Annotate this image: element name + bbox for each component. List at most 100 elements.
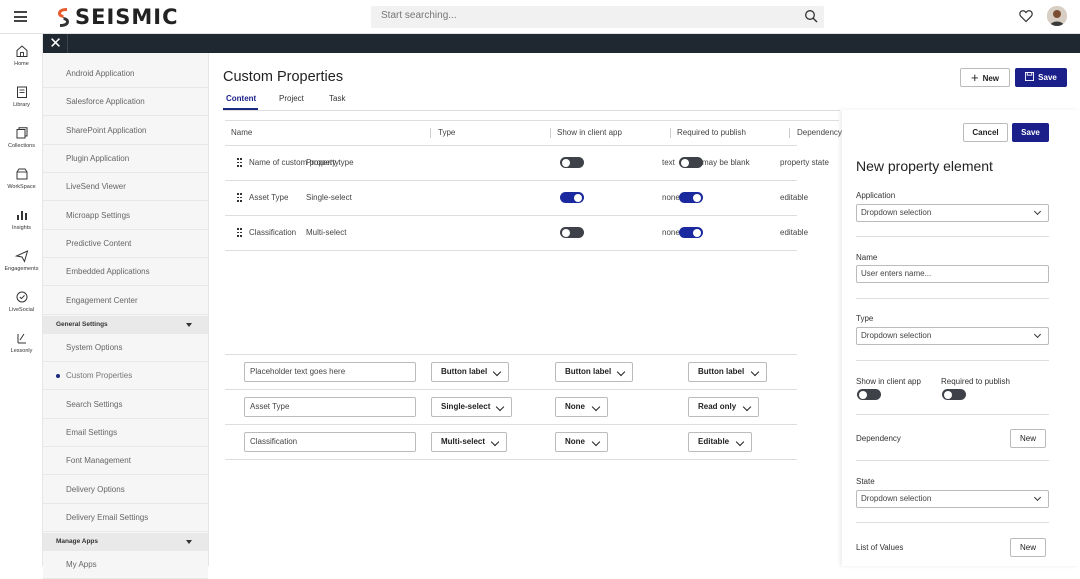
show-in-client-toggle[interactable] — [560, 157, 584, 168]
type-dropdown[interactable]: Button label — [431, 362, 509, 382]
rail-item-livesocial[interactable]: LiveSocial — [0, 290, 43, 313]
manage-apps-header[interactable]: Manage Apps — [43, 533, 208, 551]
dependency-dropdown[interactable]: Button label — [688, 362, 767, 382]
new-property-button[interactable]: + New — [960, 68, 1010, 87]
settings-nav-item[interactable]: Email Settings — [43, 419, 208, 447]
new-button-label: New — [982, 74, 1000, 83]
rail-label: Home — [14, 61, 29, 67]
toggle-knob — [693, 228, 701, 237]
show-in-client-toggle[interactable] — [560, 192, 584, 203]
settings-nav-item-custom-properties[interactable]: Custom Properties — [43, 362, 208, 390]
show-dropdown[interactable]: Button label — [555, 362, 633, 382]
panel-divider — [856, 414, 1049, 415]
settings-nav-item[interactable]: Plugin Application — [43, 145, 208, 173]
chevron-down-icon — [591, 437, 601, 447]
chevron-down-icon — [735, 437, 745, 447]
settings-nav-item[interactable]: Delivery Options — [43, 476, 208, 504]
rail-label: Engagements — [4, 266, 39, 272]
rail-item-home[interactable]: Home — [0, 44, 43, 67]
panel-save-button[interactable]: Save — [1012, 123, 1049, 142]
type-dropdown[interactable]: Multi-select — [431, 432, 507, 452]
user-avatar[interactable] — [1047, 6, 1067, 26]
settings-nav-item[interactable]: Delivery Email Settings — [43, 504, 208, 532]
name-input[interactable]: User enters name... — [856, 265, 1049, 283]
drag-handle-icon[interactable] — [237, 228, 242, 237]
settings-nav-item[interactable]: LiveSend Viewer — [43, 173, 208, 201]
rail-item-collections[interactable]: Collections — [0, 126, 43, 149]
state-select[interactable]: Dropdown selection — [856, 490, 1049, 508]
page-title: Custom Properties — [223, 69, 344, 85]
column-divider — [430, 128, 431, 138]
type-dropdown[interactable]: Single-select — [431, 397, 512, 417]
panel-show-toggle[interactable] — [857, 389, 881, 400]
panel-divider — [856, 460, 1049, 461]
panel-required-toggle[interactable] — [942, 389, 966, 400]
hamburger-menu-icon[interactable] — [14, 11, 27, 22]
edit-grid-line — [225, 354, 797, 355]
select-value: Dropdown selection — [861, 331, 932, 340]
chevron-down-icon — [492, 367, 502, 377]
rail-label: Lessonly — [10, 348, 33, 354]
general-settings-header[interactable]: General Settings — [43, 316, 208, 334]
tab-content[interactable]: Content — [226, 94, 257, 103]
drag-handle-icon[interactable] — [237, 193, 242, 202]
list-of-values-label: List of Values — [856, 543, 904, 552]
settings-nav-item[interactable]: Microapp Settings — [43, 202, 208, 230]
rail-item-engagements[interactable]: Engagements — [0, 249, 43, 272]
tab-task[interactable]: Task — [329, 94, 346, 103]
rail-item-lessonly[interactable]: Lessonly — [0, 331, 43, 354]
settings-nav-item[interactable]: Android Application — [43, 60, 208, 88]
property-name-input[interactable]: Placeholder text goes here — [244, 362, 416, 382]
chevron-down-icon — [490, 437, 500, 447]
edit-grid-line — [225, 424, 797, 425]
cancel-button[interactable]: Cancel — [963, 123, 1008, 142]
panel-divider — [856, 236, 1049, 237]
settings-nav-item[interactable]: SharePoint Application — [43, 117, 208, 145]
search-icon[interactable] — [804, 9, 818, 23]
rail-label: Collections — [8, 143, 35, 149]
global-search-bar[interactable]: Start searching... — [371, 6, 824, 28]
edit-grid-line — [225, 389, 797, 390]
section-header-label: Manage Apps — [56, 538, 99, 545]
settings-nav-item[interactable]: My Apps — [43, 551, 208, 579]
settings-nav-item[interactable]: Embedded Applications — [43, 258, 208, 286]
list-of-values-new-button[interactable]: New — [1010, 538, 1046, 557]
settings-nav-item[interactable]: Engagement Center — [43, 287, 208, 315]
rail-item-insights[interactable]: Insights — [0, 208, 43, 231]
settings-header-strip — [43, 34, 1080, 53]
required-toggle[interactable] — [679, 227, 703, 238]
dropdown-value: Multi-select — [441, 437, 486, 446]
save-button[interactable]: Save — [1015, 68, 1067, 87]
type-select[interactable]: Dropdown selection — [856, 327, 1049, 345]
settings-nav-item[interactable]: Predictive Content — [43, 230, 208, 258]
dependency-dropdown[interactable]: Read only — [688, 397, 759, 417]
settings-nav-item[interactable]: Salesforce Application — [43, 88, 208, 116]
rail-label: LiveSocial — [8, 307, 35, 313]
settings-nav-item[interactable]: System Options — [43, 334, 208, 362]
settings-nav-item[interactable]: Search Settings — [43, 391, 208, 419]
property-name-input[interactable]: Asset Type — [244, 397, 416, 417]
chevron-down-icon — [616, 367, 626, 377]
heart-icon[interactable] — [1019, 9, 1033, 23]
show-dropdown[interactable]: None — [555, 397, 608, 417]
rail-label: Insights — [12, 225, 31, 231]
column-divider — [550, 128, 551, 138]
drag-handle-icon[interactable] — [237, 158, 242, 167]
rail-item-workspace[interactable]: WorkSpace — [0, 167, 43, 190]
required-toggle[interactable] — [679, 157, 703, 168]
toggle-knob — [562, 228, 570, 237]
required-toggle[interactable] — [679, 192, 703, 203]
dependency-dropdown[interactable]: Editable — [688, 432, 752, 452]
application-select[interactable]: Dropdown selection — [856, 204, 1049, 222]
close-icon[interactable]: ✕ — [49, 35, 62, 52]
settings-nav-item[interactable]: Font Management — [43, 447, 208, 475]
show-dropdown[interactable]: None — [555, 432, 608, 452]
seismic-logo[interactable]: SEISMIC — [56, 5, 179, 29]
dependency-label: Dependency — [856, 434, 901, 443]
row-type: Property type — [306, 158, 354, 167]
rail-item-library[interactable]: Library — [0, 85, 43, 108]
property-name-input[interactable]: Classification — [244, 432, 416, 452]
show-in-client-toggle[interactable] — [560, 227, 584, 238]
tab-project[interactable]: Project — [279, 94, 304, 103]
dependency-new-button[interactable]: New — [1010, 429, 1046, 448]
